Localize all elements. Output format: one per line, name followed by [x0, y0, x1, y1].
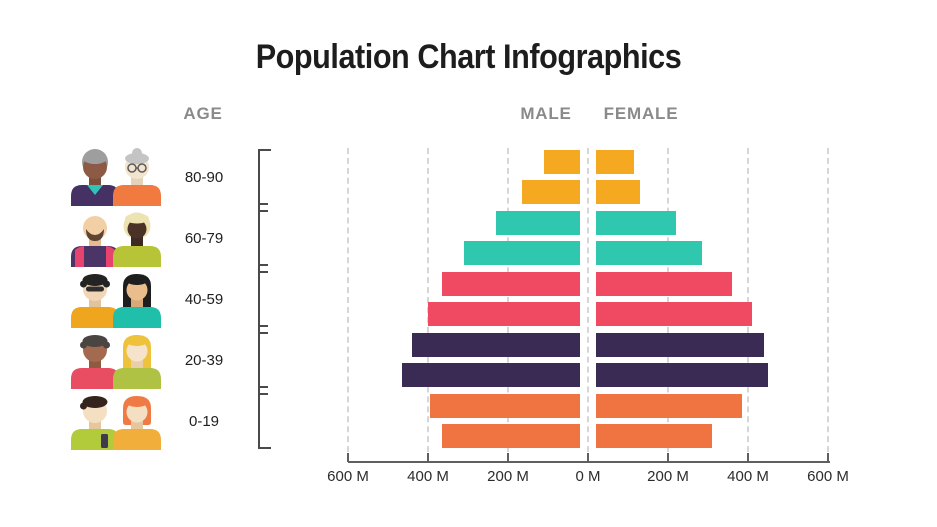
gridline — [827, 148, 829, 462]
axis-tick — [587, 453, 589, 462]
couple-0-19-icon — [71, 396, 161, 450]
bar-male-40-59-2 — [428, 302, 580, 326]
age-group-label: 40-59 — [184, 291, 224, 308]
bar-male-60-79-2 — [464, 241, 580, 265]
axis-tick-label: 200 M — [487, 468, 529, 485]
axis-tick-label: 200 M — [647, 468, 689, 485]
couple-20-39-icon — [71, 335, 161, 389]
bar-male-20-39-1 — [412, 333, 580, 357]
bar-female-0-19-1 — [596, 394, 742, 418]
age-group-label: 80-90 — [184, 169, 224, 186]
bar-female-60-79-1 — [596, 211, 676, 235]
bar-female-40-59-2 — [596, 302, 752, 326]
bar-female-80-90-2 — [596, 180, 640, 204]
bar-male-80-90-1 — [544, 150, 580, 174]
bar-female-0-19-2 — [596, 424, 712, 448]
axis-tick-label: 600 M — [327, 468, 369, 485]
bar-female-40-59-1 — [596, 272, 732, 296]
axis-tick — [667, 453, 669, 462]
bar-female-20-39-1 — [596, 333, 764, 357]
axis-tick — [347, 453, 349, 462]
page-title: Population Chart Infographics — [255, 38, 682, 76]
age-group-label: 0-19 — [188, 413, 220, 430]
bar-female-60-79-2 — [596, 241, 702, 265]
couple-80-90-icon — [71, 148, 161, 206]
bar-female-80-90-1 — [596, 150, 634, 174]
bar-female-20-39-2 — [596, 363, 768, 387]
bar-male-0-19-2 — [442, 424, 580, 448]
axis-tick-label: 400 M — [407, 468, 449, 485]
couple-40-59-icon — [71, 274, 161, 328]
axis-tick-label: 600 M — [807, 468, 849, 485]
male-column-header: MALE — [520, 104, 572, 123]
axis-tick — [747, 453, 749, 462]
axis-tick — [827, 453, 829, 462]
age-axis-bracket — [258, 149, 271, 449]
bar-male-80-90-2 — [522, 180, 580, 204]
age-group-label: 60-79 — [184, 230, 224, 247]
bar-male-40-59-1 — [442, 272, 580, 296]
axis-tick-label: 400 M — [727, 468, 769, 485]
female-column-header: FEMALE — [603, 104, 679, 123]
axis-tick-label: 0 M — [575, 468, 601, 485]
bar-male-60-79-1 — [496, 211, 580, 235]
axis-tick — [507, 453, 509, 462]
age-group-label: 20-39 — [184, 352, 224, 369]
axis-tick — [427, 453, 429, 462]
bar-male-0-19-1 — [430, 394, 580, 418]
couple-60-79-icon — [71, 212, 161, 267]
age-column-header: AGE — [183, 104, 223, 123]
bar-male-20-39-2 — [402, 363, 580, 387]
x-axis-line — [348, 461, 830, 463]
gridline — [347, 148, 349, 462]
gridline — [587, 148, 589, 462]
